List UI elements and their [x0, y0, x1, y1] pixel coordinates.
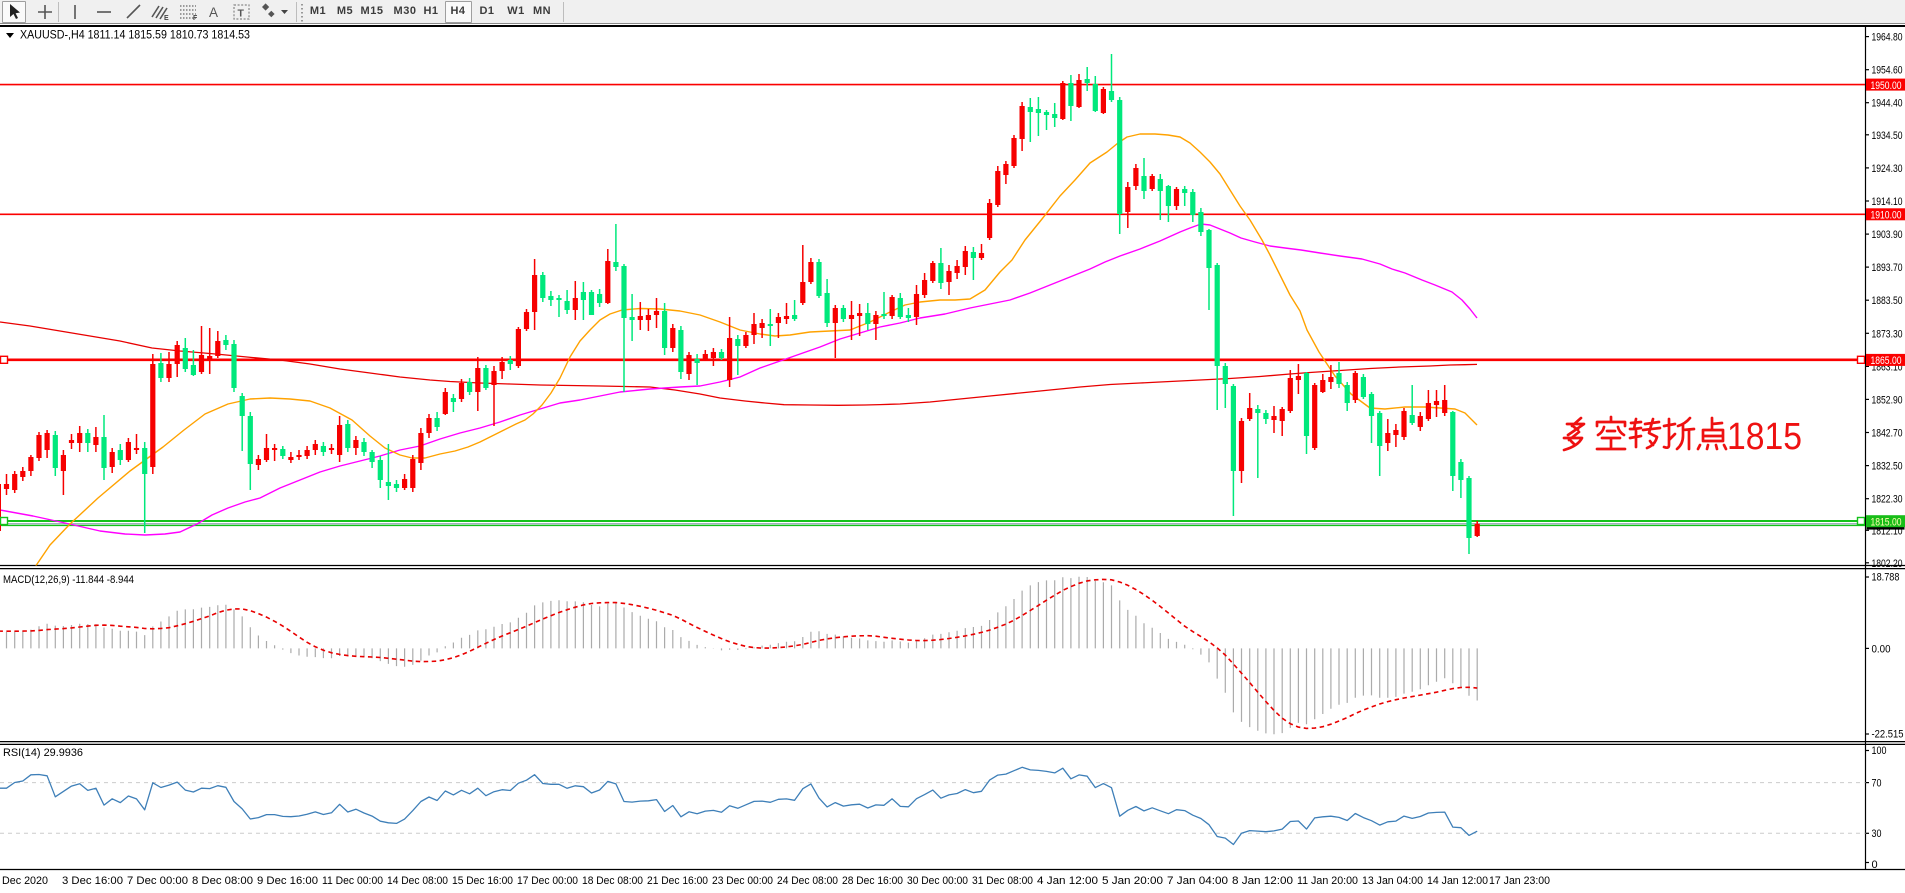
svg-text:1873.30: 1873.30: [1872, 328, 1903, 340]
svg-text:70: 70: [1872, 778, 1882, 790]
svg-text:14 Dec 08:00: 14 Dec 08:00: [387, 875, 448, 887]
svg-text:7 Dec 00:00: 7 Dec 00:00: [127, 875, 188, 887]
svg-text:18.788: 18.788: [1872, 572, 1900, 584]
svg-text:8 Jan 12:00: 8 Jan 12:00: [1232, 875, 1293, 887]
svg-text:1934.50: 1934.50: [1872, 130, 1903, 142]
svg-text:1893.70: 1893.70: [1872, 262, 1903, 274]
svg-text:3 Dec 16:00: 3 Dec 16:00: [62, 875, 123, 887]
svg-text:1852.90: 1852.90: [1872, 394, 1903, 406]
svg-text:1914.10: 1914.10: [1872, 196, 1903, 208]
svg-text:1950.00: 1950.00: [1871, 80, 1902, 92]
svg-text:RSI(14) 29.9936: RSI(14) 29.9936: [3, 747, 83, 759]
svg-text:0.00: 0.00: [1872, 643, 1891, 655]
svg-text:-22.515: -22.515: [1872, 729, 1904, 741]
svg-text:F: F: [193, 15, 198, 22]
svg-text:1944.40: 1944.40: [1872, 98, 1903, 110]
svg-text:1865.00: 1865.00: [1871, 355, 1902, 367]
svg-text:1903.90: 1903.90: [1872, 229, 1903, 241]
svg-text:1815.00: 1815.00: [1871, 516, 1902, 528]
svg-text:100: 100: [1872, 745, 1887, 757]
svg-text:8 Dec 08:00: 8 Dec 08:00: [192, 875, 253, 887]
svg-text:5 Jan 20:00: 5 Jan 20:00: [1102, 875, 1163, 887]
svg-text:1954.60: 1954.60: [1872, 65, 1903, 77]
svg-text:11 Jan 20:00: 11 Jan 20:00: [1297, 875, 1358, 887]
svg-text:XAUUSD-,H4 1811.14 1815.59 18: XAUUSD-,H4 1811.14 1815.59 1810.73 1814.…: [20, 30, 250, 42]
svg-text:1842.70: 1842.70: [1872, 428, 1903, 440]
svg-text:1910.00: 1910.00: [1871, 210, 1902, 222]
svg-text:2 Dec 2020: 2 Dec 2020: [0, 875, 48, 887]
svg-text:1815: 1815: [1727, 416, 1802, 458]
svg-text:30: 30: [1872, 828, 1882, 840]
svg-text:E: E: [164, 15, 169, 22]
svg-text:9 Dec 16:00: 9 Dec 16:00: [257, 875, 318, 887]
svg-text:1802.20: 1802.20: [1872, 558, 1903, 570]
svg-text:4 Jan 12:00: 4 Jan 12:00: [1037, 875, 1098, 887]
svg-text:A: A: [209, 5, 218, 20]
svg-text:23 Dec 00:00: 23 Dec 00:00: [712, 875, 773, 887]
svg-text:13 Jan 04:00: 13 Jan 04:00: [1362, 875, 1423, 887]
svg-text:1924.30: 1924.30: [1872, 163, 1903, 175]
svg-text:11 Dec 00:00: 11 Dec 00:00: [322, 875, 383, 887]
svg-text:31 Dec 08:00: 31 Dec 08:00: [972, 875, 1033, 887]
svg-text:14 Jan 12:00: 14 Jan 12:00: [1427, 875, 1488, 887]
svg-text:7 Jan 04:00: 7 Jan 04:00: [1167, 875, 1228, 887]
svg-text:T: T: [238, 8, 245, 20]
svg-text:0: 0: [1872, 859, 1878, 871]
svg-text:30 Dec 00:00: 30 Dec 00:00: [907, 875, 968, 887]
svg-text:28 Dec 16:00: 28 Dec 16:00: [842, 875, 903, 887]
svg-text:15 Dec 16:00: 15 Dec 16:00: [452, 875, 513, 887]
svg-text:17 Dec 00:00: 17 Dec 00:00: [517, 875, 578, 887]
svg-text:1832.50: 1832.50: [1872, 461, 1903, 473]
svg-text:24 Dec 08:00: 24 Dec 08:00: [777, 875, 838, 887]
svg-text:21 Dec 16:00: 21 Dec 16:00: [647, 875, 708, 887]
svg-text:1883.50: 1883.50: [1872, 295, 1903, 307]
svg-text:1964.80: 1964.80: [1872, 32, 1903, 44]
svg-text:MACD(12,26,9) -11.844 -8.944: MACD(12,26,9) -11.844 -8.944: [3, 574, 134, 586]
svg-text:17 Jan 23:00: 17 Jan 23:00: [1489, 875, 1550, 887]
svg-text:18 Dec 08:00: 18 Dec 08:00: [582, 875, 643, 887]
svg-text:1822.30: 1822.30: [1872, 494, 1903, 506]
